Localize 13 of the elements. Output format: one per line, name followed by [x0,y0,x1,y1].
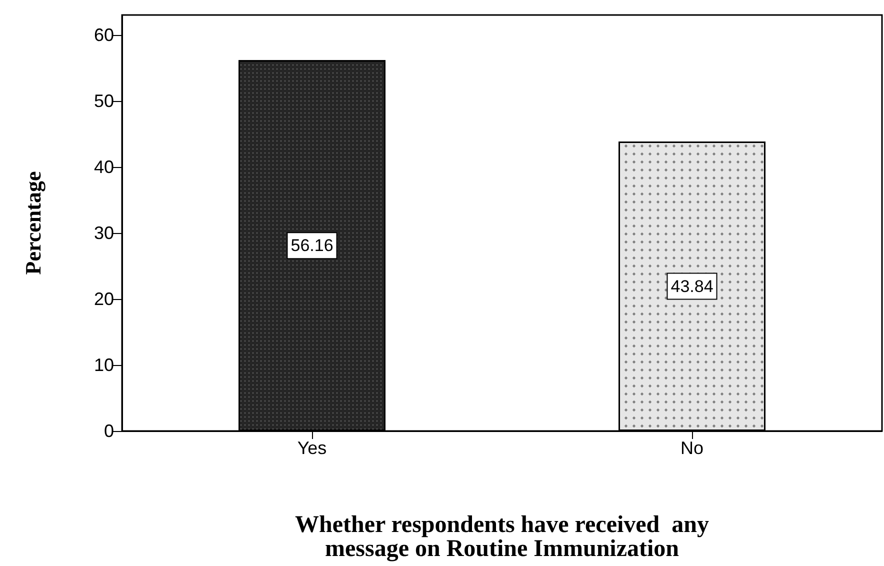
y-tick-label: 50 [94,90,114,111]
y-tick-label: 0 [104,421,114,441]
y-tick-label: 60 [94,24,114,45]
x-tick-label: No [680,438,704,458]
x-axis-title: Whether respondents have received any message on Routine Immunization [295,512,709,562]
y-axis-title: Percentage [20,171,46,275]
y-tick-label: 30 [94,222,114,243]
data-label: 43.84 [670,276,714,296]
x-tick-label: Yes [297,438,327,458]
data-label: 56.16 [290,236,334,256]
y-tick-label: 10 [94,354,114,375]
y-tick-label: 20 [94,288,114,309]
y-tick-label: 40 [94,156,114,177]
